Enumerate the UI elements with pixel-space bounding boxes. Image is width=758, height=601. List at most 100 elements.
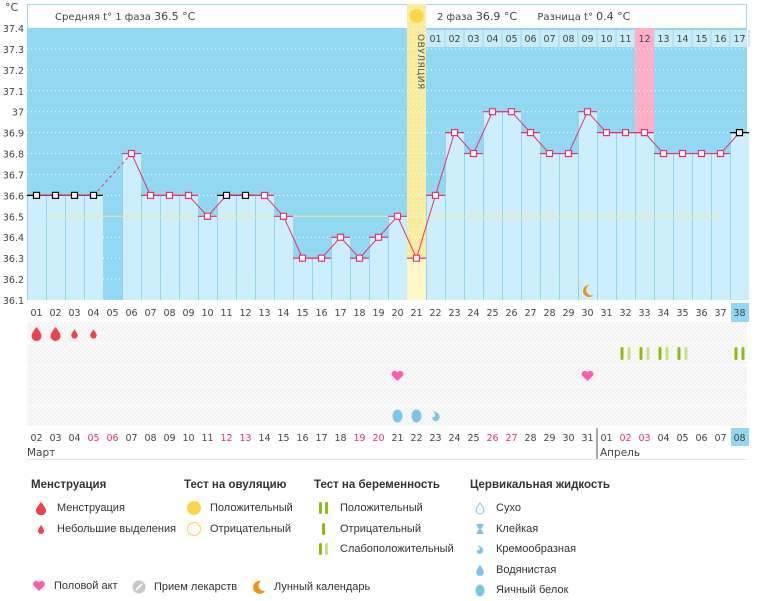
cycle-day-label: 13 bbox=[258, 308, 270, 319]
temperature-point bbox=[678, 149, 687, 158]
temperature-point bbox=[412, 254, 421, 262]
legend-item: Менструация bbox=[57, 502, 125, 515]
ovulation-sun-icon bbox=[409, 9, 424, 23]
date-label: 29 bbox=[543, 433, 555, 444]
cycle-day-label: 03 bbox=[68, 308, 80, 319]
event-grid-background bbox=[27, 322, 747, 426]
date-label: 04 bbox=[657, 433, 669, 444]
y-tick-label: 37.2 bbox=[3, 66, 24, 77]
legend-fluid-title: Цервикальная жидкость bbox=[470, 479, 610, 491]
temperature-bar bbox=[730, 132, 749, 300]
temperature-point bbox=[317, 254, 326, 262]
temperature-point bbox=[640, 129, 649, 137]
cycle-day-label: 12 bbox=[239, 308, 251, 319]
phase2-day-label: 14 bbox=[676, 34, 688, 45]
cycle-day-label: 20 bbox=[391, 308, 403, 319]
temperature-point bbox=[393, 212, 402, 220]
cycle-day-label: 06 bbox=[125, 308, 137, 319]
legend-cervical-fluid: Цервикальная жидкость Сухо Клейкая Кремо… bbox=[470, 479, 610, 601]
date-label: 01 bbox=[600, 433, 612, 444]
pregnancy-test-icon bbox=[684, 347, 688, 360]
temperature-point bbox=[146, 191, 155, 199]
temperature-bar bbox=[312, 258, 331, 300]
date-label: 04 bbox=[68, 433, 80, 444]
legend-item: Отрицательный bbox=[340, 522, 421, 535]
cycle-day-label: 36 bbox=[695, 308, 707, 319]
date-label: 05 bbox=[676, 433, 688, 444]
date-label: 16 bbox=[296, 433, 308, 444]
temperature-point bbox=[32, 191, 41, 199]
cycle-day-label: 37 bbox=[714, 308, 726, 319]
dry-icon bbox=[470, 501, 490, 515]
pregnancy-test-icon bbox=[677, 347, 681, 360]
cycle-day-label: 16 bbox=[315, 308, 327, 319]
cycle-day-label: 29 bbox=[562, 308, 574, 319]
test-positive-icon bbox=[314, 501, 334, 515]
temperature-bar bbox=[692, 153, 711, 300]
y-tick-label: 36.5 bbox=[3, 212, 24, 223]
pregnancy-test-icon bbox=[639, 347, 643, 360]
month-label: Март bbox=[27, 447, 55, 459]
phase2-day-label: 07 bbox=[543, 34, 555, 45]
egg-white-icon bbox=[470, 583, 490, 597]
temperature-point bbox=[507, 108, 516, 116]
moon-icon bbox=[583, 284, 594, 297]
temperature-segment bbox=[435, 132, 455, 196]
phase2-day-label: 11 bbox=[619, 34, 631, 45]
temperature-bar bbox=[141, 195, 160, 300]
cycle-day-label: 30 bbox=[581, 308, 593, 319]
temperature-point bbox=[336, 233, 345, 241]
y-tick-label: 36.1 bbox=[3, 296, 24, 307]
ovulation-column bbox=[407, 4, 426, 300]
temperature-bar bbox=[673, 153, 692, 300]
sticky-icon bbox=[470, 522, 490, 536]
legend-pregnancy-title: Тест на беременность bbox=[314, 479, 440, 491]
temperature-point bbox=[260, 191, 269, 199]
temperature-point bbox=[564, 149, 573, 158]
temperature-bar bbox=[426, 195, 445, 300]
cycle-day-label: 33 bbox=[638, 308, 650, 319]
diff-value: 0.4 °C bbox=[596, 10, 631, 23]
heart-icon bbox=[391, 370, 404, 381]
cycle-day-label: 28 bbox=[543, 308, 555, 319]
temperature-bar bbox=[369, 237, 388, 300]
pregnancy-test-icon bbox=[665, 347, 669, 360]
date-label: 02 bbox=[30, 433, 42, 444]
legend-medication: Прием лекарств bbox=[130, 580, 237, 594]
cycle-day-label: 34 bbox=[657, 308, 669, 319]
temperature-point bbox=[621, 129, 630, 137]
date-label: 27 bbox=[505, 433, 517, 444]
sun-outline-icon bbox=[184, 521, 204, 537]
phase2-value: 36.9 °C bbox=[475, 10, 518, 23]
legend-item: Положительный bbox=[210, 502, 293, 515]
temperature-bar bbox=[160, 195, 179, 300]
date-label: 28 bbox=[524, 433, 536, 444]
date-label: 17 bbox=[315, 433, 327, 444]
y-unit-label: °C bbox=[5, 1, 19, 14]
phase2-day-label: 12 bbox=[638, 34, 650, 45]
y-tick-label: 36.4 bbox=[3, 233, 24, 244]
phase2-label: 2 фаза bbox=[437, 12, 473, 23]
pregnancy-test-icon bbox=[658, 347, 662, 360]
legend-item: Прием лекарств bbox=[154, 581, 238, 593]
phase2-day-label: 04 bbox=[486, 34, 498, 45]
date-label: 03 bbox=[49, 433, 61, 444]
legend-item: Слабоположительный bbox=[340, 543, 454, 556]
cycle-day-label: 17 bbox=[334, 308, 346, 319]
temperature-bar bbox=[464, 153, 483, 300]
date-label: 07 bbox=[125, 433, 137, 444]
date-label: 11 bbox=[201, 433, 213, 444]
phase2-day-label: 01 bbox=[429, 34, 441, 45]
temperature-bar bbox=[407, 258, 426, 300]
phase1-label: Средняя t° 1 фаза bbox=[55, 12, 151, 23]
y-tick-label: 37.3 bbox=[3, 45, 24, 56]
cycle-day-label: 21 bbox=[410, 308, 422, 319]
y-tick-label: 36.3 bbox=[3, 254, 24, 265]
phase2-day-label: 06 bbox=[524, 34, 536, 45]
temperature-bar bbox=[46, 195, 65, 300]
y-tick-label: 37 bbox=[12, 108, 24, 119]
temperature-point bbox=[469, 149, 478, 158]
temperature-bar bbox=[293, 258, 312, 300]
phase2-day-label: 02 bbox=[448, 34, 460, 45]
month-label: Апрель bbox=[600, 447, 640, 459]
